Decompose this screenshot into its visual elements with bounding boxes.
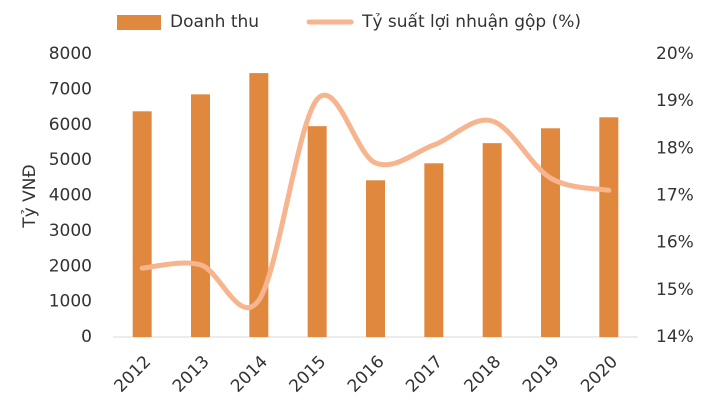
y2-tick-label: 20% — [656, 44, 694, 64]
line — [139, 93, 612, 311]
y-tick-label: 0 — [81, 327, 92, 347]
y2-tick-label: 18% — [656, 138, 694, 158]
y2-tick-label: 14% — [656, 327, 694, 347]
bar — [191, 94, 210, 337]
y-tick-label: 2000 — [49, 256, 92, 276]
x-tick-label: 2013 — [169, 352, 214, 397]
x-tick-label: 2019 — [519, 352, 564, 397]
x-tick-label: 2018 — [461, 352, 506, 397]
y2-tick-label: 19% — [656, 91, 694, 111]
legend-swatch — [117, 15, 161, 30]
bar — [599, 117, 619, 337]
bar — [366, 180, 385, 337]
y-axis-label: Tỷ VNĐ — [20, 164, 40, 228]
bar — [424, 163, 444, 337]
bar — [541, 128, 560, 337]
x-tick-label: 2015 — [286, 352, 331, 397]
bar — [307, 126, 327, 337]
y-tick-label: 8000 — [49, 44, 92, 64]
y2-tick-label: 16% — [656, 233, 694, 253]
bar — [482, 143, 502, 337]
y2-tick-label: 17% — [656, 186, 694, 206]
legend-label: Tỷ suất lợi nhuận gộp (%) — [361, 11, 581, 32]
bar — [249, 73, 269, 337]
x-tick-label: 2014 — [227, 352, 272, 397]
y-tick-label: 1000 — [49, 292, 92, 312]
legend-label: Doanh thu — [170, 12, 259, 32]
y-tick-label: 3000 — [49, 221, 92, 241]
x-tick-label: 2012 — [111, 352, 156, 397]
y-tick-label: 6000 — [49, 115, 92, 135]
x-tick-label: 2016 — [344, 352, 389, 397]
x-tick-label: 2020 — [577, 352, 622, 397]
y-tick-label: 5000 — [49, 150, 92, 170]
x-tick-label: 2017 — [402, 352, 447, 397]
y-tick-label: 7000 — [49, 79, 92, 99]
y-tick-label: 4000 — [49, 186, 92, 206]
y2-tick-label: 15% — [656, 280, 694, 300]
bar — [132, 111, 152, 338]
